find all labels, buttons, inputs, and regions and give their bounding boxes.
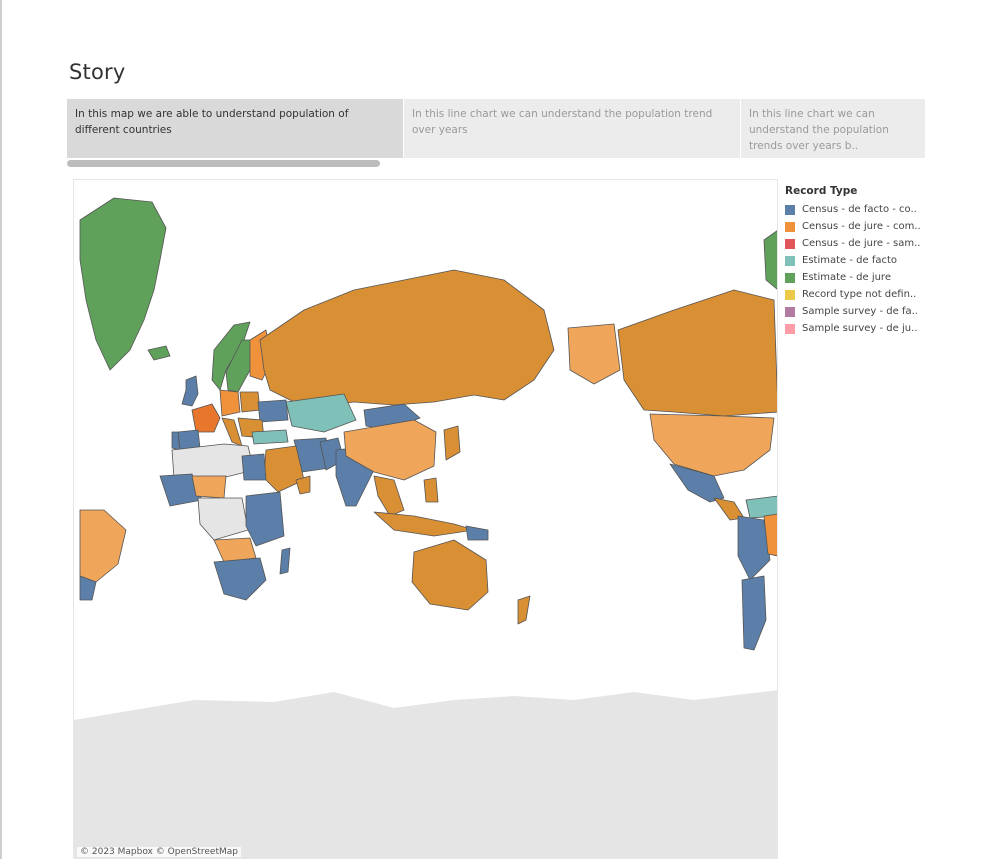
region-sahel xyxy=(191,475,227,499)
region-colombia-peru xyxy=(737,515,771,581)
legend-swatch xyxy=(785,255,795,266)
legend-item[interactable]: Estimate - de jure xyxy=(785,269,925,286)
region-france xyxy=(191,403,221,433)
legend-item[interactable]: Estimate - de facto xyxy=(785,252,925,269)
navigator-scrollbar[interactable] xyxy=(67,160,380,167)
region-philippines xyxy=(423,477,439,503)
region-central-africa xyxy=(197,497,249,541)
region-oman xyxy=(295,475,311,495)
region-usa xyxy=(649,413,775,477)
region-japan xyxy=(443,425,461,461)
region-alaska xyxy=(567,323,621,385)
region-venezuela xyxy=(745,495,777,519)
region-southern-africa xyxy=(213,557,267,601)
legend-item[interactable]: Census - de jure - sam.. xyxy=(785,235,925,252)
legend-swatch xyxy=(785,272,795,283)
story-point-caption: In this map we are able to understand po… xyxy=(75,108,349,136)
legend-label: Census - de jure - sam.. xyxy=(802,238,921,249)
story-point-2[interactable]: In this line chart we can understand the… xyxy=(404,99,740,158)
region-greenland xyxy=(79,197,167,371)
region-angola-zambia xyxy=(213,537,257,563)
legend: Record Type Census - de facto - co.. Cens… xyxy=(785,185,925,337)
region-egypt xyxy=(241,453,267,481)
story-point-1[interactable]: In this map we are able to understand po… xyxy=(67,99,403,158)
legend-swatch xyxy=(785,221,795,232)
region-germany xyxy=(219,389,241,417)
region-uk xyxy=(181,375,199,407)
region-ukraine xyxy=(257,399,289,423)
region-south-america-left xyxy=(79,575,97,601)
legend-swatch xyxy=(785,306,795,317)
region-kazakhstan xyxy=(285,393,357,433)
legend-item[interactable]: Census - de facto - co.. xyxy=(785,201,925,218)
region-brazil-east xyxy=(763,513,777,557)
region-antarctica xyxy=(74,690,777,858)
legend-label: Estimate - de facto xyxy=(802,255,897,266)
region-madagascar xyxy=(279,547,291,575)
region-china xyxy=(343,419,437,481)
legend-label: Census - de jure - com.. xyxy=(802,221,921,232)
legend-swatch xyxy=(785,204,795,215)
region-turkey xyxy=(251,429,289,445)
map-attribution[interactable]: © 2023 Mapbox © OpenStreetMap xyxy=(77,847,241,857)
region-iceland xyxy=(147,345,171,361)
legend-item[interactable]: Sample survey - de ju.. xyxy=(785,320,925,337)
region-east-africa xyxy=(245,491,285,547)
region-russia xyxy=(259,269,555,407)
region-se-asia xyxy=(373,475,405,517)
legend-swatch xyxy=(785,289,795,300)
legend-label: Estimate - de jure xyxy=(802,272,891,283)
region-poland xyxy=(239,391,261,413)
story-point-caption: In this line chart we can understand the… xyxy=(412,108,713,136)
region-brazil-west xyxy=(79,509,127,583)
legend-label: Census - de facto - co.. xyxy=(802,204,917,215)
world-map[interactable]: © 2023 Mapbox © OpenStreetMap xyxy=(73,179,778,859)
legend-title: Record Type xyxy=(785,185,858,197)
map-canvas xyxy=(74,197,777,858)
legend-items: Census - de facto - co.. Census - de jure… xyxy=(785,201,925,337)
story-title: Story xyxy=(69,60,126,84)
legend-item[interactable]: Record type not defin.. xyxy=(785,286,925,303)
legend-label: Sample survey - de ju.. xyxy=(802,323,918,334)
region-chile-argentina xyxy=(741,575,767,651)
legend-swatch xyxy=(785,323,795,334)
legend-item[interactable]: Sample survey - de fa.. xyxy=(785,303,925,320)
story-point-caption: In this line chart we can understand the… xyxy=(749,108,889,152)
story-navigator: In this map we are able to understand po… xyxy=(67,99,925,159)
region-indonesia xyxy=(373,511,475,537)
left-border xyxy=(0,0,2,859)
region-png xyxy=(465,525,489,541)
legend-swatch xyxy=(785,238,795,249)
region-greenland-east xyxy=(763,230,777,290)
region-new-zealand xyxy=(517,595,531,625)
story-point-3[interactable]: In this line chart we can understand the… xyxy=(741,99,925,158)
region-canada xyxy=(617,289,777,417)
legend-label: Record type not defin.. xyxy=(802,289,917,300)
legend-label: Sample survey - de fa.. xyxy=(802,306,918,317)
legend-item[interactable]: Census - de jure - com.. xyxy=(785,218,925,235)
region-australia xyxy=(411,539,489,611)
